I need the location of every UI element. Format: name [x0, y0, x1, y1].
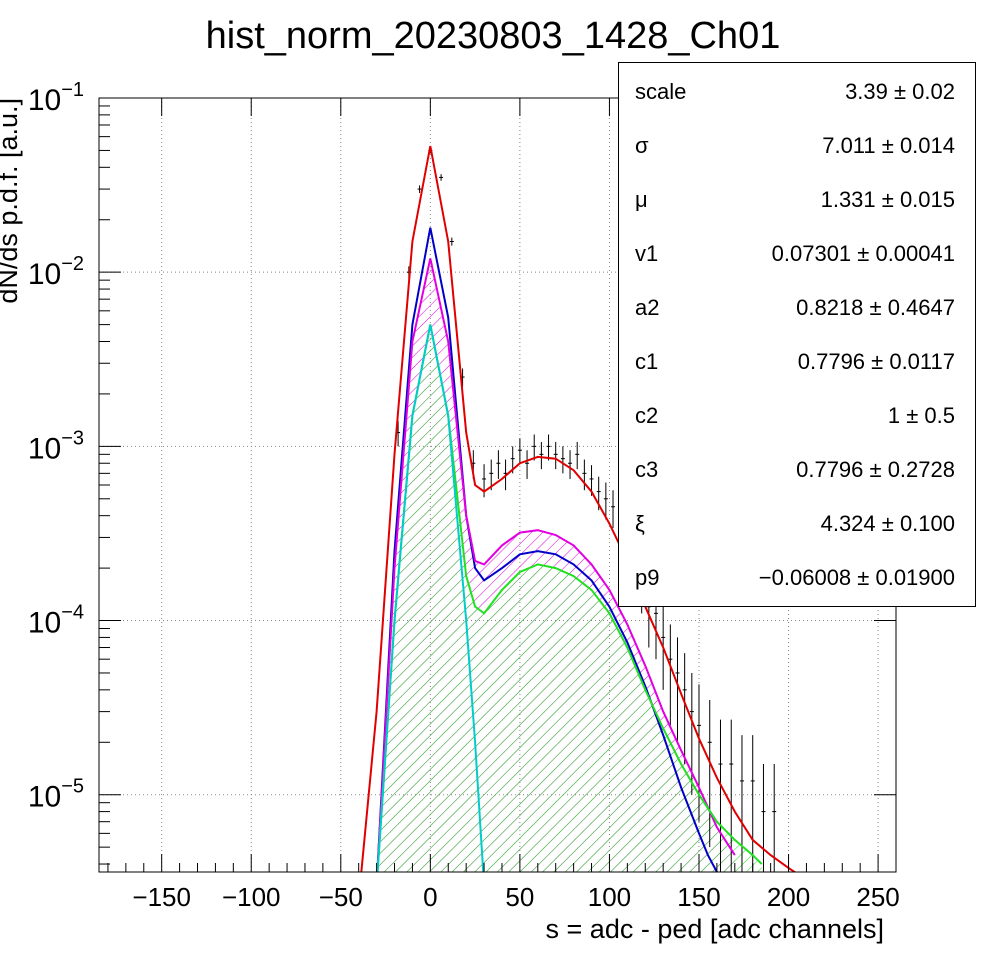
stats-param-value: 4.324 ± 0.100	[820, 511, 955, 536]
green-fill	[376, 324, 762, 872]
stats-param-value: 0.7796 ± 0.0117	[797, 349, 955, 374]
stats-param-value: 3.39 ± 0.02	[845, 79, 955, 104]
y-tick-label: 10−5	[28, 776, 84, 814]
y-tick-label: 10−1	[28, 79, 84, 117]
stats-row-c1: c1 0.7796 ± 0.0117	[619, 349, 975, 379]
stats-row-scale: scale 3.39 ± 0.02	[619, 79, 975, 109]
x-tick-label: −100	[222, 882, 281, 912]
stats-param-name: μ	[635, 187, 648, 212]
x-tick-label: −150	[132, 882, 191, 912]
x-axis-label: s = adc - ped [adc channels]	[546, 914, 884, 944]
stats-row-mu: μ 1.331 ± 0.015	[619, 187, 975, 217]
stats-row-a2: a2 0.8218 ± 0.4647	[619, 295, 975, 325]
stats-param-value: −0.06008 ± 0.01900	[758, 565, 955, 590]
stats-param-name: σ	[635, 133, 649, 158]
stats-row-c2: c2 1 ± 0.5	[619, 403, 975, 433]
y-axis-label: dN/ds p.d.f. [a.u.]	[0, 98, 23, 304]
x-tick-label: 0	[423, 882, 437, 912]
magenta-component-curve	[376, 258, 736, 872]
stats-param-value: 0.07301 ± 0.00041	[771, 241, 955, 266]
chart-title: hist_norm_20230803_1428_Ch01	[206, 15, 781, 57]
stats-param-value: 7.011 ± 0.014	[822, 133, 955, 158]
x-tick-label: 250	[856, 882, 899, 912]
stats-param-name: c3	[635, 457, 659, 482]
stats-param-value: 1 ± 0.5	[887, 403, 955, 428]
x-tick-label: 50	[505, 882, 534, 912]
y-tick-label: 10−4	[28, 602, 84, 640]
x-tick-label: 100	[588, 882, 631, 912]
x-tick-label: 200	[767, 882, 810, 912]
stats-row-v1: v1 0.07301 ± 0.00041	[619, 241, 975, 271]
stats-row-sigma: σ 7.011 ± 0.014	[619, 133, 975, 163]
stats-param-name: scale	[635, 79, 687, 104]
x-tick-label: −50	[319, 882, 363, 912]
stats-param-value: 0.7796 ± 0.2728	[796, 457, 955, 482]
total-fit-curve	[360, 145, 797, 872]
stats-param-name: c1	[635, 349, 659, 374]
fit-curves	[360, 145, 797, 872]
stats-param-value: 0.8218 ± 0.4647	[796, 295, 955, 320]
y-tick-label: 10−2	[28, 253, 84, 291]
x-axis: −150 −100 −50 0 50 100 150 200 250	[107, 98, 900, 912]
stats-param-name: p9	[635, 565, 660, 590]
x-tick-label: 150	[677, 882, 720, 912]
cyan-component-curve	[376, 324, 485, 872]
stats-param-name: ξ	[635, 511, 645, 536]
fit-stats-box: scale 3.39 ± 0.02 σ 7.011 ± 0.014 μ 1.33…	[618, 62, 976, 607]
stats-param-name: v1	[635, 241, 659, 266]
stats-param-name: a2	[635, 295, 660, 320]
stats-param-value: 1.331 ± 0.015	[820, 187, 955, 212]
stats-param-name: c2	[635, 403, 659, 428]
blue-component-curve	[376, 227, 718, 872]
y-tick-label: 10−3	[28, 427, 84, 465]
curve-fills	[376, 258, 762, 872]
stats-row-p9: p9 −0.06008 ± 0.01900	[619, 565, 975, 595]
stats-row-c3: c3 0.7796 ± 0.2728	[619, 457, 975, 487]
stats-row-xi: ξ 4.324 ± 0.100	[619, 511, 975, 541]
